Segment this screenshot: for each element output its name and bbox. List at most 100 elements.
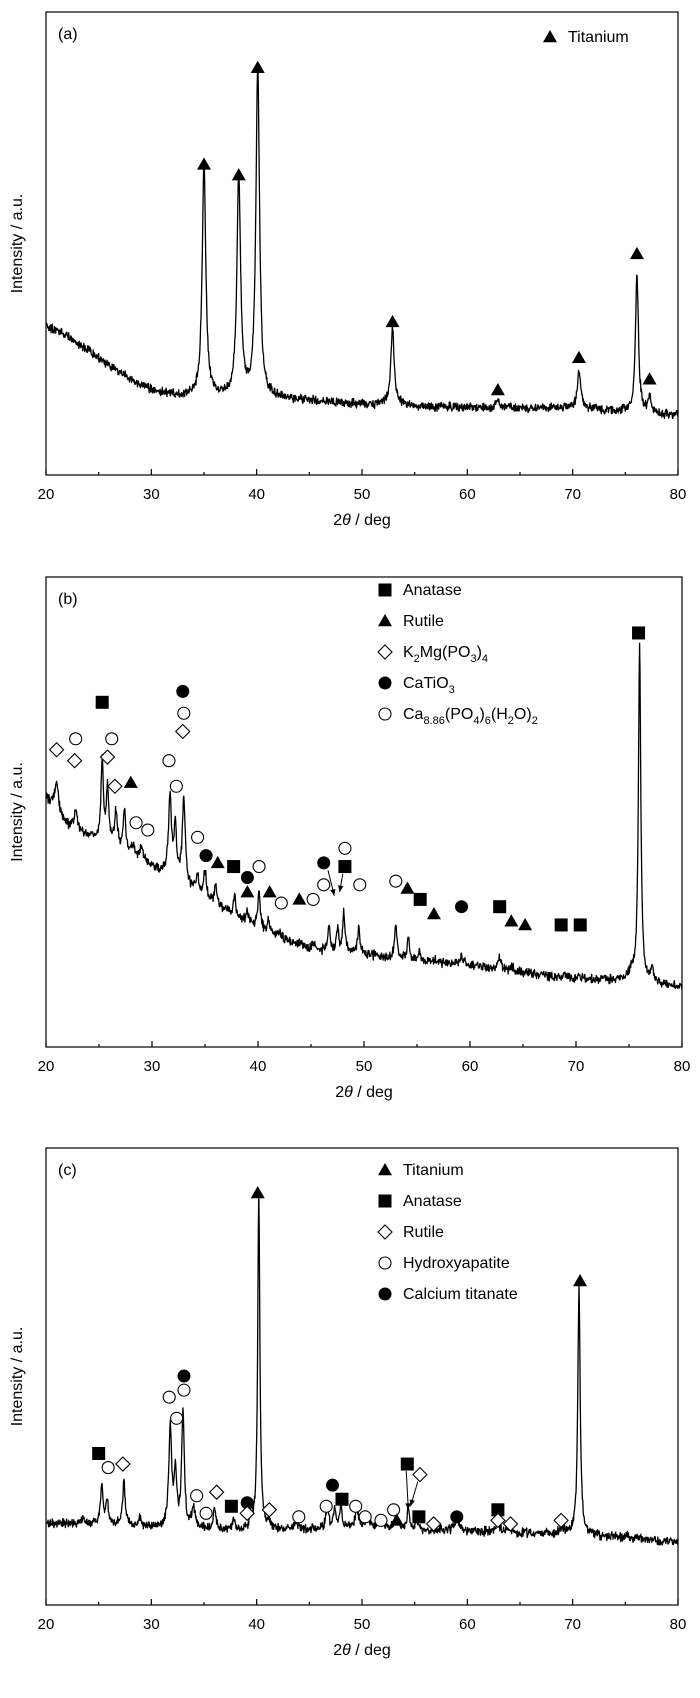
x-tick-label: 20 xyxy=(38,1058,55,1075)
annotation-arrow xyxy=(405,1471,411,1510)
peak-marker xyxy=(374,1513,388,1527)
peak-marker xyxy=(412,1466,428,1483)
annotation-arrow xyxy=(409,1481,419,1507)
x-tick-label: 30 xyxy=(143,486,160,503)
peak-marker xyxy=(317,878,331,892)
panel-a: 20 30 40 50 60 70 80 2θ / deg Intensity / a.u. (a… xyxy=(9,11,686,529)
x-axis-label: 2θ / deg xyxy=(333,512,391,529)
x-tick-label: 60 xyxy=(462,1058,479,1075)
x-tick-label: 50 xyxy=(356,1058,373,1075)
peak-marker xyxy=(573,918,587,932)
x-tick-label: 70 xyxy=(568,1058,585,1075)
peak-marker xyxy=(455,900,469,914)
legend-marker xyxy=(378,1287,392,1301)
y-axis-label: Intensity / a.u. xyxy=(9,762,26,862)
peak-marker xyxy=(335,1492,349,1506)
legend: Anatase Rutile K2Mg(PO3)4 CaTiO3 Ca8.86(PO4)… xyxy=(377,582,538,727)
x-tick-label: 40 xyxy=(248,1616,265,1633)
peak-marker xyxy=(162,1390,176,1404)
x-tick-label: 60 xyxy=(459,1616,476,1633)
legend-entry: K2Mg(PO3)4 xyxy=(403,644,488,665)
diffraction-trace xyxy=(45,66,679,420)
peak-marker xyxy=(629,246,644,260)
peak-marker xyxy=(48,741,65,758)
x-tick-label: 70 xyxy=(564,1616,581,1633)
peak-marker xyxy=(292,892,307,905)
peak-marker xyxy=(632,626,646,640)
legend-marker xyxy=(378,583,392,597)
peak-marker xyxy=(224,1499,238,1513)
x-tick-label: 30 xyxy=(143,1616,160,1633)
peak-marker xyxy=(292,1510,306,1524)
peak-marker xyxy=(353,878,367,892)
peak-marker xyxy=(69,732,83,746)
peak-marker xyxy=(231,168,246,181)
peak-marker xyxy=(387,1503,401,1517)
y-axis-label: Intensity / a.u. xyxy=(9,1327,26,1427)
peak-marker xyxy=(349,1499,363,1513)
peak-marker xyxy=(240,1496,254,1510)
legend-marker xyxy=(378,676,392,690)
peak-marker xyxy=(553,1512,569,1529)
peak-marker xyxy=(210,855,225,869)
peak-marker xyxy=(573,1274,588,1287)
peak-marker xyxy=(177,706,191,720)
peak-marker xyxy=(99,749,116,765)
peak-marker xyxy=(176,684,190,698)
legend: Titanium Anatase Rutile Hydroxyapatite Calci… xyxy=(377,1162,518,1303)
peak-marker xyxy=(105,732,119,746)
peak-marker xyxy=(426,907,441,920)
legend-entry: Anatase xyxy=(403,1193,462,1210)
legend-entry: Anatase xyxy=(403,582,462,599)
peak-marker xyxy=(385,314,400,328)
peak-marker xyxy=(413,892,427,906)
peak-marker xyxy=(190,1489,204,1503)
peak-marker xyxy=(191,830,205,844)
panel-b: 20 30 40 50 60 70 80 2θ / deg Intensity / a.u. (b… xyxy=(9,576,690,1101)
peak-marker xyxy=(239,1505,255,1522)
diffraction-trace xyxy=(45,642,683,990)
peak-marker xyxy=(162,754,176,768)
peak-marker xyxy=(571,350,586,363)
peak-marker xyxy=(642,372,657,385)
peak-marker xyxy=(101,1461,115,1475)
peak-marker xyxy=(66,752,83,769)
peak-marker xyxy=(338,841,352,855)
legend-entry: Titanium xyxy=(403,1162,464,1179)
x-tick-label: 50 xyxy=(354,486,371,503)
diffraction-trace xyxy=(45,1189,679,1546)
peak-marker xyxy=(493,900,507,914)
legend-marker xyxy=(378,614,392,627)
peak-marker xyxy=(252,859,266,874)
x-axis-label: 2θ / deg xyxy=(333,1642,391,1659)
x-tick-label: 20 xyxy=(38,1616,55,1633)
peak-marker xyxy=(412,1510,426,1524)
panel-label: (a) xyxy=(58,26,78,43)
legend-marker xyxy=(378,1194,392,1208)
x-tick-label: 60 xyxy=(459,486,476,503)
panel-label: (c) xyxy=(58,1162,77,1179)
peak-marker xyxy=(389,1513,404,1526)
x-tick-label: 40 xyxy=(250,1058,267,1075)
peak-marker xyxy=(450,1510,464,1524)
peak-marker xyxy=(227,860,241,874)
x-tick-label: 40 xyxy=(248,486,265,503)
peak-marker xyxy=(174,723,191,740)
peak-marker xyxy=(169,779,183,793)
peak-marker xyxy=(491,1503,505,1517)
peak-marker xyxy=(129,816,143,830)
x-tick-label: 20 xyxy=(38,486,55,503)
peak-marker xyxy=(95,695,109,709)
peak-marker xyxy=(170,1411,184,1425)
x-axis-label: 2θ / deg xyxy=(335,1084,393,1101)
peak-marker xyxy=(208,1484,225,1500)
peak-marker xyxy=(400,881,415,894)
y-axis-label: Intensity / a.u. xyxy=(9,194,26,294)
x-tick-label: 70 xyxy=(564,486,581,503)
peak-marker xyxy=(502,1516,519,1532)
peak-marker xyxy=(197,157,211,170)
legend-entry: Calcium titanate xyxy=(403,1286,518,1303)
peak-marker xyxy=(92,1446,106,1460)
legend-marker xyxy=(377,1224,393,1240)
